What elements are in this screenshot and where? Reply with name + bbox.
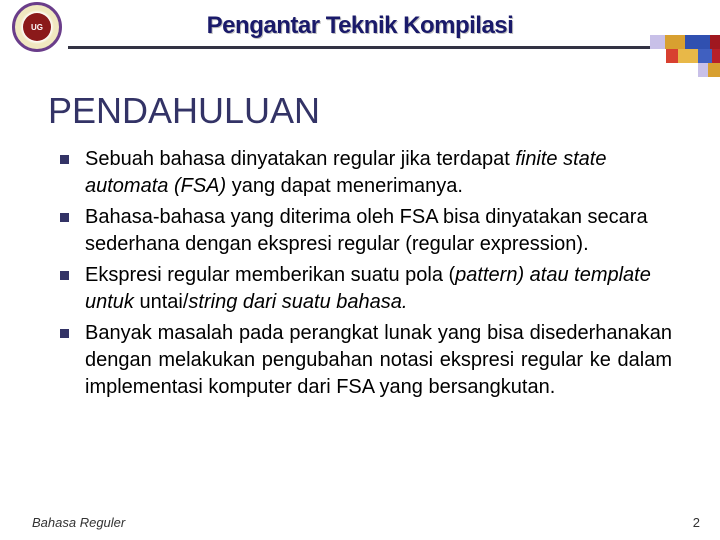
bullet-text: Ekspresi regular memberikan suatu pola (… <box>85 262 672 316</box>
slide-title: PENDAHULUAN <box>0 60 720 146</box>
slide-footer: Bahasa Reguler 2 <box>32 515 700 530</box>
bullet-marker-icon <box>60 271 69 280</box>
bullet-text: Sebuah bahasa dinyatakan regular jika te… <box>85 146 672 200</box>
header-divider <box>68 46 720 49</box>
bullet-item: Banyak masalah pada perangkat lunak yang… <box>60 320 672 401</box>
logo-text: UG <box>23 13 51 41</box>
content-area: Sebuah bahasa dinyatakan regular jika te… <box>0 146 720 401</box>
bullet-text: Banyak masalah pada perangkat lunak yang… <box>85 320 672 401</box>
footer-topic: Bahasa Reguler <box>32 515 125 530</box>
bullet-marker-icon <box>60 329 69 338</box>
bullet-text: Bahasa-bahasa yang diterima oleh FSA bis… <box>85 204 672 258</box>
page-number: 2 <box>693 515 700 530</box>
bullet-item: Ekspresi regular memberikan suatu pola (… <box>60 262 672 316</box>
bullet-marker-icon <box>60 155 69 164</box>
bullet-marker-icon <box>60 213 69 222</box>
university-logo: UG <box>12 2 62 52</box>
course-title: Pengantar Teknik Kompilasi <box>0 8 720 40</box>
slide-header: UG Pengantar Teknik Kompilasi <box>0 0 720 60</box>
bullet-item: Bahasa-bahasa yang diterima oleh FSA bis… <box>60 204 672 258</box>
bullet-item: Sebuah bahasa dinyatakan regular jika te… <box>60 146 672 200</box>
